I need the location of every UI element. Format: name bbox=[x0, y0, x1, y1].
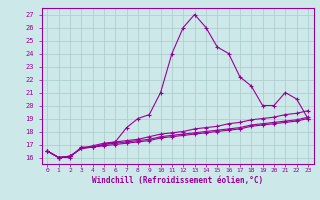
X-axis label: Windchill (Refroidissement éolien,°C): Windchill (Refroidissement éolien,°C) bbox=[92, 176, 263, 185]
